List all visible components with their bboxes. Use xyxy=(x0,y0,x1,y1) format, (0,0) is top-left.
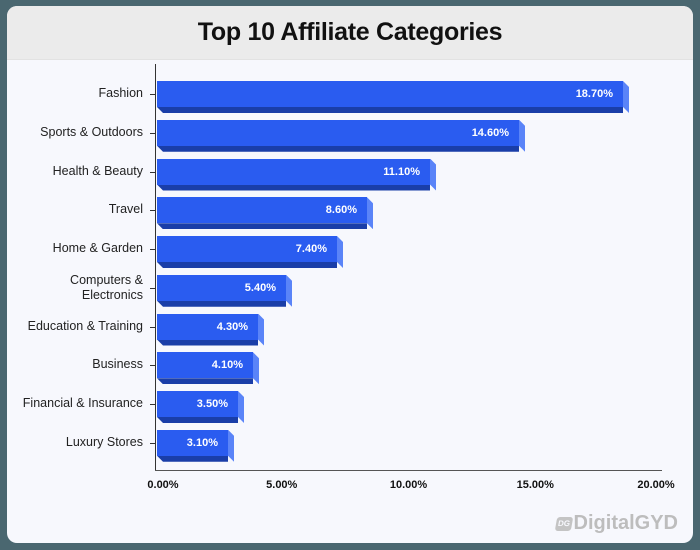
bar: 14.60% xyxy=(157,119,525,152)
x-tick-label: 15.00% xyxy=(516,479,554,491)
bar: 11.10% xyxy=(157,158,436,191)
bar-face xyxy=(157,352,253,379)
bar-side xyxy=(623,81,629,113)
bar-side xyxy=(253,352,259,385)
bar-value-label: 5.40% xyxy=(244,281,276,294)
x-tick-label: 0.00% xyxy=(147,479,179,491)
bar-shadow xyxy=(157,378,253,385)
x-axis xyxy=(155,470,662,471)
bar: 3.10% xyxy=(157,429,234,462)
bar-value-label: 4.10% xyxy=(211,359,243,372)
logo-icon: DG xyxy=(554,516,573,531)
y-tick xyxy=(150,171,155,173)
bar-shadow xyxy=(157,107,623,113)
bar: 7.40% xyxy=(157,236,343,268)
bar-value-label: 3.10% xyxy=(186,436,218,449)
bar-side xyxy=(430,158,436,191)
bar: 18.70% xyxy=(157,81,629,113)
bar-side xyxy=(238,391,244,423)
x-tick-label: 20.00% xyxy=(637,479,675,491)
category-label: Luxury Stores xyxy=(65,434,143,449)
bar-face xyxy=(157,429,228,456)
bar-face xyxy=(157,81,623,107)
category-label: Computers & Electronics xyxy=(70,272,143,302)
y-tick xyxy=(150,326,155,328)
bar-face xyxy=(157,274,286,301)
bar-shadow xyxy=(157,184,430,191)
bar-side xyxy=(367,197,373,230)
category-label: Travel xyxy=(108,202,143,217)
bar-face xyxy=(157,236,337,262)
bar: 4.30% xyxy=(157,313,264,346)
bar-value-label: 3.50% xyxy=(196,398,228,410)
category-label: Business xyxy=(92,357,143,372)
category-label: Education & Training xyxy=(27,318,143,333)
category-label: Health & Beauty xyxy=(52,163,143,178)
bar-side xyxy=(519,119,525,152)
y-tick xyxy=(150,404,155,405)
bar-shadow xyxy=(157,339,258,346)
category-label: Home & Garden xyxy=(52,241,143,255)
chart-title: Top 10 Affiliate Categories xyxy=(197,18,503,46)
bar-shadow xyxy=(157,145,519,152)
x-tick-label: 10.00% xyxy=(389,479,428,491)
y-tick xyxy=(150,287,155,289)
category-label: Sports & Outdoors xyxy=(40,124,143,139)
bar: 4.10% xyxy=(157,352,259,385)
bar-side xyxy=(286,274,292,307)
bar-face xyxy=(157,119,519,146)
y-tick xyxy=(150,132,155,134)
bar-shadow xyxy=(157,417,238,423)
y-tick xyxy=(150,365,155,367)
bar-value-label: 8.60% xyxy=(325,204,357,217)
bar: 3.50% xyxy=(157,391,244,423)
bar-value-label: 11.10% xyxy=(383,165,420,178)
bar-side xyxy=(258,313,264,346)
bar-face xyxy=(157,391,238,417)
bar-side xyxy=(228,429,234,462)
y-tick xyxy=(150,442,155,444)
bar-value-label: 7.40% xyxy=(295,243,327,255)
y-tick xyxy=(150,249,155,250)
bar-shadow xyxy=(157,262,337,268)
logo-text: DigitalGYD xyxy=(573,512,678,534)
bar: 5.40% xyxy=(157,274,292,307)
category-label: Fashion xyxy=(98,86,143,100)
bar-side xyxy=(337,236,343,268)
bar-face xyxy=(157,313,258,340)
x-tick-label: 5.00% xyxy=(266,479,298,491)
bar-value-label: 18.70% xyxy=(575,88,613,100)
y-axis xyxy=(155,64,156,470)
bar-value-label: 4.30% xyxy=(216,320,248,333)
bar-face xyxy=(157,158,430,185)
category-label: Financial & Insurance xyxy=(22,396,143,410)
bar-shadow xyxy=(157,455,228,462)
bar-value-label: 14.60% xyxy=(471,126,509,139)
y-tick xyxy=(150,210,155,212)
bar-face xyxy=(157,197,367,224)
y-tick xyxy=(150,94,155,95)
bar: 8.60% xyxy=(157,197,373,230)
bar-shadow xyxy=(157,223,367,230)
bar-shadow xyxy=(157,300,286,307)
watermark-logo: DG DigitalGYD xyxy=(554,512,678,535)
chart-header: Top 10 Affiliate Categories xyxy=(7,6,693,60)
